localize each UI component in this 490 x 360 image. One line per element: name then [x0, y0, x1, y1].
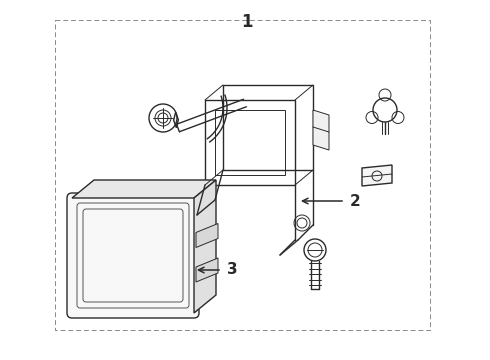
Polygon shape	[72, 180, 216, 198]
Polygon shape	[173, 112, 178, 128]
Polygon shape	[313, 110, 329, 150]
Polygon shape	[196, 258, 218, 282]
Bar	[55, 20, 430, 330]
Text: 1: 1	[241, 13, 253, 31]
Text: 3: 3	[227, 262, 238, 278]
Polygon shape	[194, 180, 216, 313]
Text: 2: 2	[350, 194, 361, 208]
Polygon shape	[196, 224, 218, 248]
Polygon shape	[362, 165, 392, 186]
FancyBboxPatch shape	[67, 193, 199, 318]
